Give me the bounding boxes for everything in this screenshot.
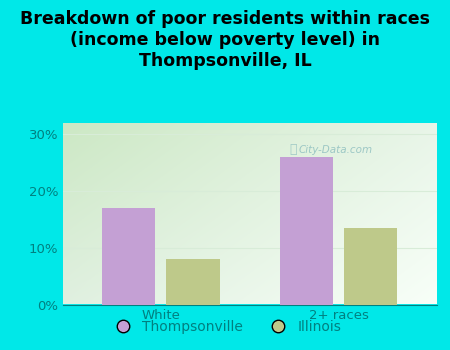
Bar (102, 208, 156, 304)
Bar (344, 228, 397, 304)
Text: Breakdown of poor residents within races
(income below poverty level) in
Thompso: Breakdown of poor residents within races… (20, 10, 430, 70)
Text: City-Data.com: City-Data.com (299, 145, 373, 155)
Legend: Thompsonville, Illinois: Thompsonville, Illinois (104, 314, 346, 340)
Text: ⓒ: ⓒ (289, 143, 297, 156)
Bar (280, 157, 333, 304)
Bar (166, 259, 220, 304)
